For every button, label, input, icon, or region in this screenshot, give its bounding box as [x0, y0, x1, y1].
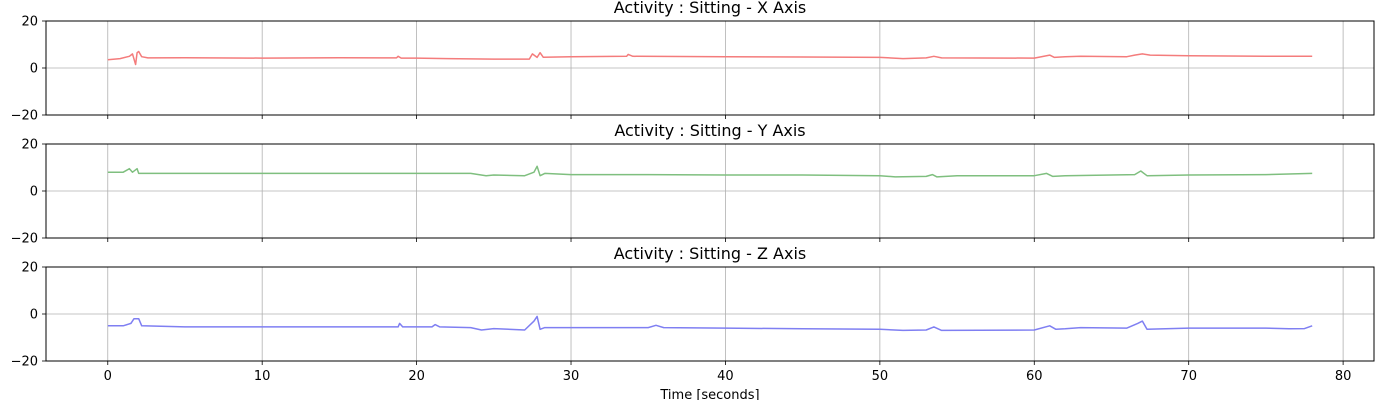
chart-panel-3: −20 0 20 Activity : Sitting - Z Axis 0 10 20 30…	[11, 244, 1375, 400]
y-tick-label: 20	[21, 261, 38, 276]
y-tick-label: 0	[30, 62, 38, 77]
y-tick-label: −20	[11, 109, 38, 124]
y-tick-label: 20	[21, 15, 38, 30]
x-tick-label: 40	[717, 369, 734, 384]
x-tick-label: 0	[104, 369, 112, 384]
x-axis-label: Time [seconds]	[659, 388, 759, 400]
y-tick-label: 0	[30, 185, 38, 200]
x-tick-label: 80	[1335, 369, 1352, 384]
x-tick-label: 10	[254, 369, 271, 384]
panel-title: Activity : Sitting - Z Axis	[614, 244, 806, 263]
x-tick-label: 70	[1180, 369, 1197, 384]
series-line-2	[107, 165, 1313, 178]
x-tick-label: 30	[563, 369, 580, 384]
y-tick-label: −20	[11, 355, 38, 370]
y-tick-label: 0	[30, 308, 38, 323]
chart-panel-1: −20 0 20 Activity : Sitting - X Axis	[11, 0, 1375, 124]
panel-title: Activity : Sitting - Y Axis	[614, 121, 805, 140]
x-tick-label: 60	[1026, 369, 1043, 384]
x-tick-label: 20	[408, 369, 425, 384]
panel-title: Activity : Sitting - X Axis	[614, 0, 806, 17]
y-tick-label: −20	[11, 232, 38, 247]
series-line-1	[107, 50, 1313, 66]
x-tick-label: 50	[872, 369, 889, 384]
y-tick-label: 20	[21, 138, 38, 153]
series-line-3	[107, 315, 1313, 332]
chart-panel-2: −20 0 20 Activity : Sitting - Y Axis	[11, 121, 1375, 247]
